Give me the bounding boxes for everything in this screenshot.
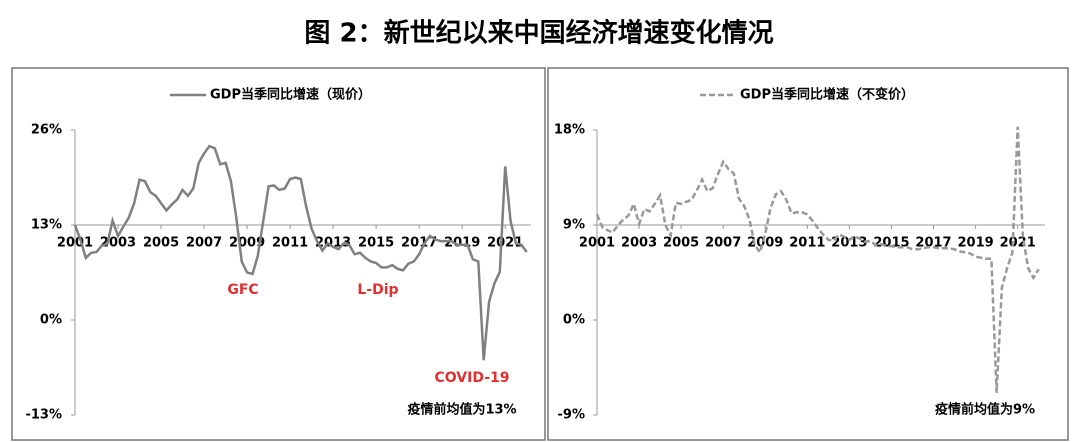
x-tick-label: 2011 <box>789 236 825 251</box>
legend-label: GDP当季同比增速（不变价） <box>740 87 914 103</box>
x-tick-label: 2015 <box>358 236 394 251</box>
panel-frame <box>547 67 1069 441</box>
x-tick-label: 2001 <box>579 236 615 251</box>
note: 疫情前均值为13% <box>407 402 516 418</box>
annotation: GFC <box>227 282 258 298</box>
y-tick-label: 13% <box>31 218 62 233</box>
x-tick-label: 2021 <box>1000 236 1036 251</box>
y-tick-label: -13% <box>25 408 62 423</box>
panel-frame <box>11 67 546 441</box>
x-tick-label: 2009 <box>747 236 783 251</box>
annotation: L-Dip <box>357 282 398 298</box>
legend-label: GDP当季同比增速（现价） <box>210 87 371 103</box>
y-tick-label: 18% <box>554 123 585 138</box>
y-tick-label: 0% <box>40 313 62 328</box>
x-tick-label: 2007 <box>705 236 741 251</box>
y-tick-label: 0% <box>563 313 585 328</box>
y-tick-label: -9% <box>558 408 585 423</box>
x-tick-label: 2003 <box>621 236 657 251</box>
x-tick-label: 2005 <box>663 236 699 251</box>
series-line <box>73 144 528 361</box>
x-tick-label: 2007 <box>186 236 222 251</box>
x-tick-label: 2019 <box>444 236 480 251</box>
y-tick-label: 26% <box>31 123 62 138</box>
figure-title: 图 2：新世纪以来中国经济增速变化情况 <box>304 18 773 49</box>
x-tick-label: 2001 <box>57 236 93 251</box>
x-tick-label: 2019 <box>957 236 993 251</box>
x-tick-label: 2005 <box>143 236 179 251</box>
x-tick-label: 2015 <box>873 236 909 251</box>
annotation: COVID-19 <box>434 370 509 386</box>
note: 疫情前均值为9% <box>935 402 1035 418</box>
series-line <box>595 126 1040 393</box>
x-tick-label: 2011 <box>272 236 308 251</box>
y-tick-label: 9% <box>563 218 585 233</box>
